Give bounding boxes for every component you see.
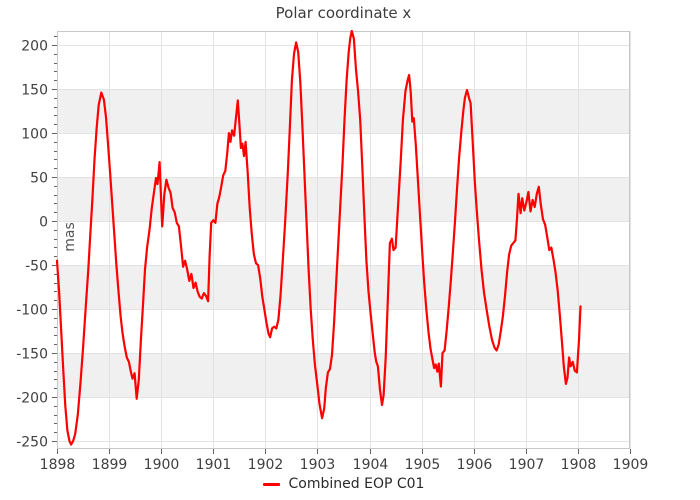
x-tick-label: 1909 — [613, 457, 649, 473]
y-tick-label: -150 — [16, 347, 48, 363]
y-tick-label: 100 — [21, 127, 48, 143]
legend-label: Combined EOP C01 — [288, 476, 425, 492]
x-tick-label: 1898 — [40, 457, 76, 473]
x-tick-label: 1899 — [92, 457, 128, 473]
background-band — [57, 265, 630, 310]
legend-line-swatch — [262, 482, 280, 486]
y-tick-label: -200 — [16, 391, 48, 407]
y-tick-label: 0 — [39, 215, 48, 231]
y-tick-label: -50 — [25, 259, 48, 275]
y-axis-label: mas — [62, 222, 78, 252]
y-tick-label: -100 — [16, 303, 48, 319]
axes-frame — [57, 31, 630, 449]
legend: Combined EOP C01 — [57, 473, 630, 495]
x-tick-label: 1900 — [144, 457, 180, 473]
background-band — [57, 177, 630, 222]
y-tick-label: -250 — [16, 435, 48, 451]
x-tick-label: 1904 — [353, 457, 389, 473]
x-tick-label: 1901 — [196, 457, 232, 473]
x-tick-label: 1908 — [561, 457, 597, 473]
x-tick-label: 1903 — [300, 457, 336, 473]
x-tick-label: 1905 — [405, 457, 441, 473]
background-band — [57, 353, 630, 398]
x-tick-label: 1907 — [509, 457, 545, 473]
x-tick-label: 1906 — [457, 457, 493, 473]
y-tick-label: 50 — [30, 171, 48, 187]
chart-title: Polar coordinate x — [275, 4, 412, 22]
x-tick-label: 1902 — [248, 457, 284, 473]
series-line — [56, 30, 582, 446]
y-tick-label: 150 — [21, 83, 48, 99]
y-tick-label: 200 — [21, 39, 48, 55]
